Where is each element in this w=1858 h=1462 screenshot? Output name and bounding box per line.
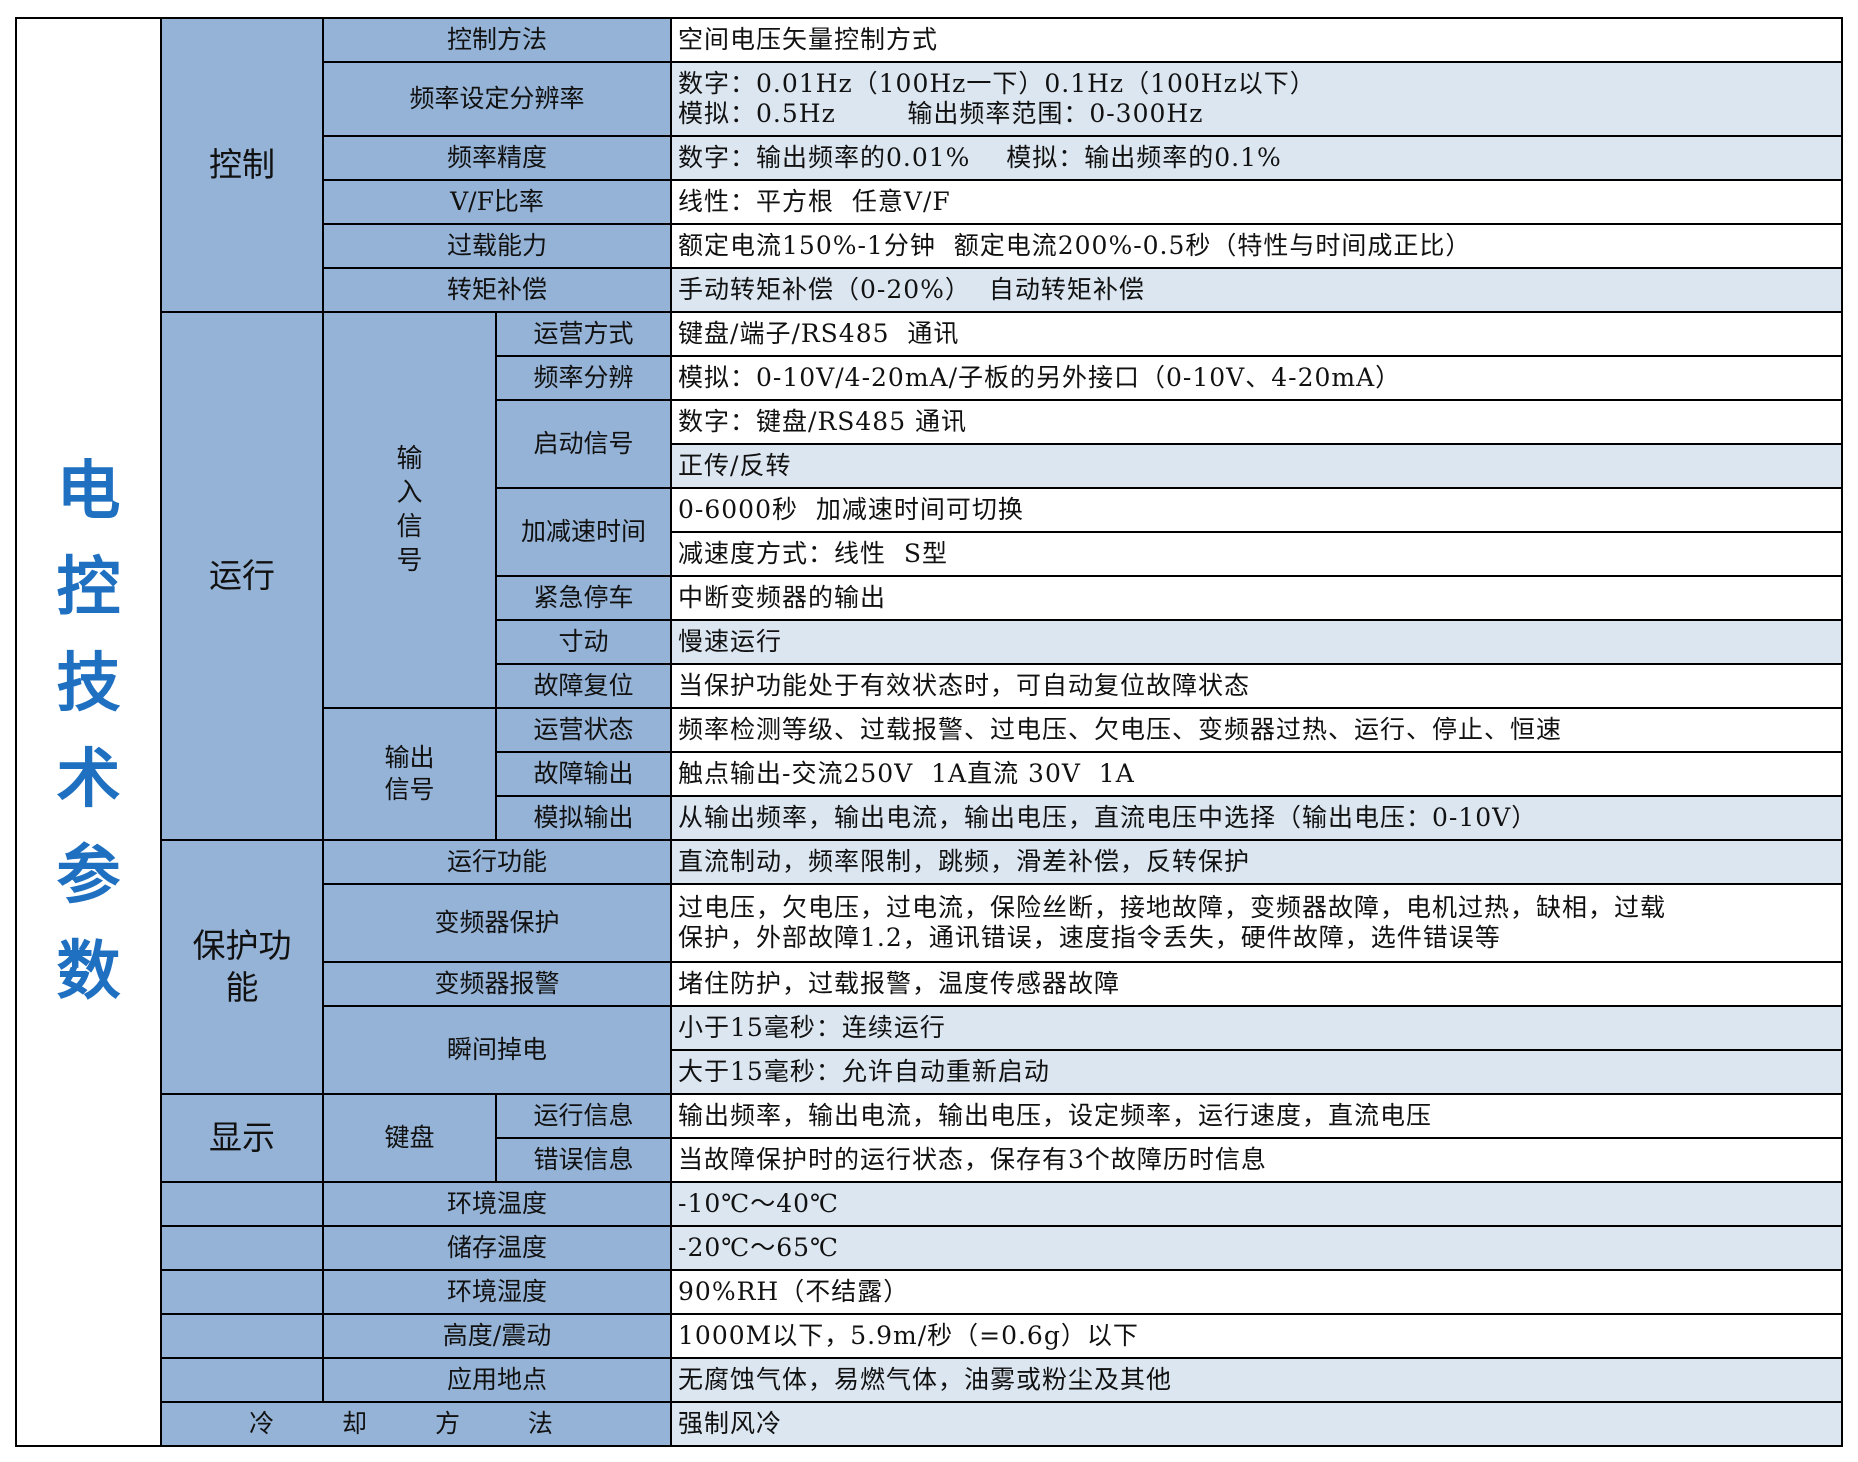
row-label: 错误信息	[494, 1137, 673, 1183]
row-label: 应用地点	[321, 1357, 673, 1403]
row-value: 空间电压矢量控制方式	[670, 17, 1843, 63]
spec-table: 电 控 技 术 参 数 控制 控制方法 空间电压矢量控制方式 频率设定分辨率 数字…	[15, 17, 1843, 1447]
row-label: 故障复位	[494, 663, 673, 709]
row-label: 瞬间掉电	[321, 1005, 673, 1095]
row-label: 模拟输出	[494, 795, 673, 841]
row-label-cooling: 冷 却 方 法	[159, 1401, 673, 1447]
row-value: 中断变频器的输出	[670, 575, 1843, 621]
group-run: 运行	[160, 311, 324, 841]
blank-cell	[160, 1181, 324, 1227]
group-protect-label: 保护功能	[192, 926, 292, 1007]
subgroup-keypad: 键盘	[322, 1093, 497, 1183]
row-value: 正传/反转	[670, 443, 1843, 489]
blank-cell	[160, 1357, 324, 1403]
row-label: V/F比率	[321, 179, 673, 225]
row-label: 启动信号	[494, 399, 673, 489]
title-char: 数	[56, 934, 121, 1009]
row-label: 寸动	[494, 619, 673, 665]
row-value: 输出频率，输出电流，输出电压，设定频率，运行速度，直流电压	[670, 1093, 1843, 1139]
row-value: 当故障保护时的运行状态，保存有3个故障历时信息	[670, 1137, 1843, 1183]
row-value: 模拟：0-10V/4-20mA/子板的另外接口（0-10V、4-20mA）	[670, 355, 1843, 401]
row-value: 数字：输出频率的0.01% 模拟：输出频率的0.1%	[670, 135, 1843, 181]
row-label: 过载能力	[321, 223, 673, 269]
row-label: 环境湿度	[321, 1269, 673, 1315]
row-label: 频率分辨	[494, 355, 673, 401]
title-char: 控	[56, 550, 121, 625]
row-label: 加减速时间	[494, 487, 673, 577]
row-value: 减速度方式：线性 S型	[670, 531, 1843, 577]
subgroup-input-label: 输入信号	[396, 444, 423, 576]
group-protect: 保护功能	[160, 839, 324, 1095]
row-label: 运行信息	[494, 1093, 673, 1139]
row-value: 强制风冷	[670, 1401, 1843, 1447]
row-label: 运营状态	[494, 707, 673, 753]
row-label: 环境温度	[321, 1181, 673, 1227]
blank-cell	[160, 1269, 324, 1315]
row-value: 数字：0.01Hz（100Hz一下）0.1Hz（100Hz以下） 模拟：0.5H…	[670, 61, 1843, 137]
row-value: 慢速运行	[670, 619, 1843, 665]
row-label: 储存温度	[321, 1225, 673, 1271]
row-value: 过电压，欠电压，过电流，保险丝断，接地故障，变频器故障，电机过热，缺相，过载 保…	[670, 883, 1843, 963]
row-value: 0-6000秒 加减速时间可切换	[670, 487, 1843, 533]
subgroup-output: 输出信号	[322, 707, 497, 841]
row-label: 运营方式	[494, 311, 673, 357]
title-char: 电	[56, 454, 121, 529]
row-value: 大于15毫秒：允许自动重新启动	[670, 1049, 1843, 1095]
row-value: 堵住防护，过载报警，温度传感器故障	[670, 961, 1843, 1007]
row-value: 当保护功能处于有效状态时，可自动复位故障状态	[670, 663, 1843, 709]
row-label: 控制方法	[321, 17, 673, 63]
title-char: 参	[56, 838, 121, 913]
row-value: 直流制动，频率限制，跳频，滑差补偿，反转保护	[670, 839, 1843, 885]
row-value: 键盘/端子/RS485 通讯	[670, 311, 1843, 357]
subgroup-output-label: 输出信号	[384, 743, 435, 804]
title-char: 技	[56, 646, 121, 721]
row-label: 转矩补偿	[321, 267, 673, 313]
row-value: 额定电流150%-1分钟 额定电流200%-0.5秒（特性与时间成正比）	[670, 223, 1843, 269]
row-value: -20℃～65℃	[670, 1225, 1843, 1271]
row-label: 变频器报警	[321, 961, 673, 1007]
group-display: 显示	[160, 1093, 324, 1183]
row-label: 运行功能	[321, 839, 673, 885]
row-value: 1000M以下，5.9m/秒（=0.6g）以下	[670, 1313, 1843, 1359]
row-label: 变频器保护	[321, 883, 673, 963]
row-label: 频率精度	[321, 135, 673, 181]
row-value: 手动转矩补偿（0-20%） 自动转矩补偿	[670, 267, 1843, 313]
row-value: 线性：平方根 任意V/F	[670, 179, 1843, 225]
row-value: 触点输出-交流250V 1A直流 30V 1A	[670, 751, 1843, 797]
row-label: 高度/震动	[321, 1313, 673, 1359]
row-value: 无腐蚀气体，易燃气体，油雾或粉尘及其他	[670, 1357, 1843, 1403]
row-label: 故障输出	[494, 751, 673, 797]
group-control: 控制	[160, 17, 324, 313]
row-value: 频率检测等级、过载报警、过电压、欠电压、变频器过热、运行、停止、恒速	[670, 707, 1843, 753]
row-value: 小于15毫秒：连续运行	[670, 1005, 1843, 1051]
row-value: 数字：键盘/RS485 通讯	[670, 399, 1843, 445]
row-value: 从输出频率，输出电流，输出电压，直流电压中选择（输出电压：0-10V）	[670, 795, 1843, 841]
table-title: 电 控 技 术 参 数	[15, 17, 162, 1447]
row-value: 90%RH（不结露）	[670, 1269, 1843, 1315]
row-label: 紧急停车	[494, 575, 673, 621]
row-value: -10℃～40℃	[670, 1181, 1843, 1227]
subgroup-input: 输入信号	[322, 311, 497, 709]
row-label: 频率设定分辨率	[321, 61, 673, 137]
blank-cell	[160, 1225, 324, 1271]
blank-cell	[160, 1313, 324, 1359]
title-char: 术	[56, 742, 121, 817]
